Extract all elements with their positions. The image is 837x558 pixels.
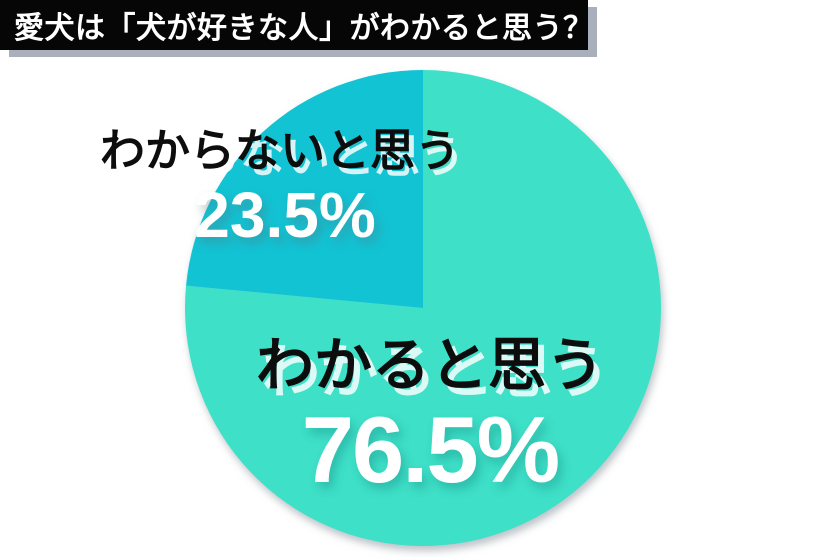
slice-label-unknown: わからないと思う	[99, 125, 460, 176]
pie-slice-1	[186, 70, 423, 308]
page-title: 愛犬は「犬が好きな人」がわかると思う？	[14, 12, 594, 45]
pie-slice-0	[185, 70, 662, 547]
slice-value-known: 76.5%	[301, 397, 561, 502]
slice-value-unknown: 23.5%	[194, 179, 376, 251]
slice-label-known: わかると思う	[255, 333, 604, 398]
title-banner: 愛犬は「犬が好きな人」がわかると思う？	[0, 0, 593, 50]
